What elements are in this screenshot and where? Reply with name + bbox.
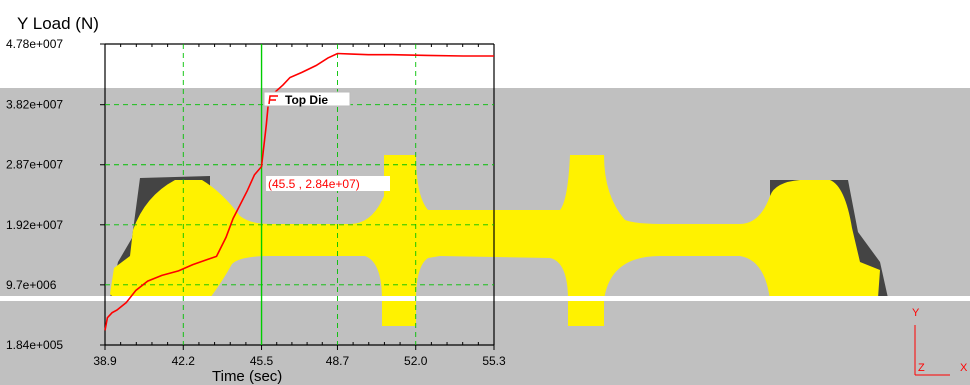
tick-marks: [100, 43, 495, 350]
legend-label-top-die: Top Die: [285, 93, 328, 107]
grid-lines: [105, 44, 494, 345]
triad-y-label: Y: [912, 307, 920, 319]
die-gap-line: [0, 296, 970, 301]
legend-swatch-top-die: [268, 95, 278, 105]
legend: Top Die: [263, 91, 351, 107]
y-tick-label: 1.92e+007: [6, 218, 63, 232]
x-tick-label: 52.0: [404, 354, 428, 368]
x-tick-label: 45.5: [250, 354, 274, 368]
x-tick-labels: 38.9 42.2 45.5 48.7 52.0 55.3: [93, 354, 506, 368]
bottom-die-region: [0, 301, 970, 385]
x-tick-label: 38.9: [93, 354, 117, 368]
x-tick-label: 55.3: [482, 354, 506, 368]
y-tick-label: 2.87e+007: [6, 158, 63, 172]
legend-box: [263, 91, 351, 107]
y-tick-label: 9.7e+006: [6, 278, 57, 292]
chart-title: Y Load (N): [17, 14, 99, 33]
x-tick-label: 48.7: [326, 354, 350, 368]
y-tick-label: 3.82e+007: [6, 98, 63, 112]
plot-area: [104, 43, 495, 346]
marker-value-label: (45.5 , 2.84e+07): [268, 177, 360, 191]
y-tick-labels: 4.78e+007 3.82e+007 2.87e+007 1.92e+007 9.7e…: [6, 37, 63, 352]
triad-z-label: Z: [918, 362, 925, 374]
series-line-top-die: [104, 52, 494, 331]
triad-x-label: X: [960, 362, 968, 374]
x-axis-label: Time (sec): [212, 368, 283, 385]
y-tick-label: 1.84e+005: [6, 338, 63, 352]
workpiece-billet: [110, 155, 880, 326]
y-tick-label: 4.78e+007: [6, 37, 63, 51]
marker-annotation: (45.5 , 2.84e+07): [266, 176, 390, 191]
axis-triad: Y Z X: [912, 307, 968, 376]
marker-annotation-box: [266, 176, 390, 191]
x-tick-label: 42.2: [172, 354, 196, 368]
